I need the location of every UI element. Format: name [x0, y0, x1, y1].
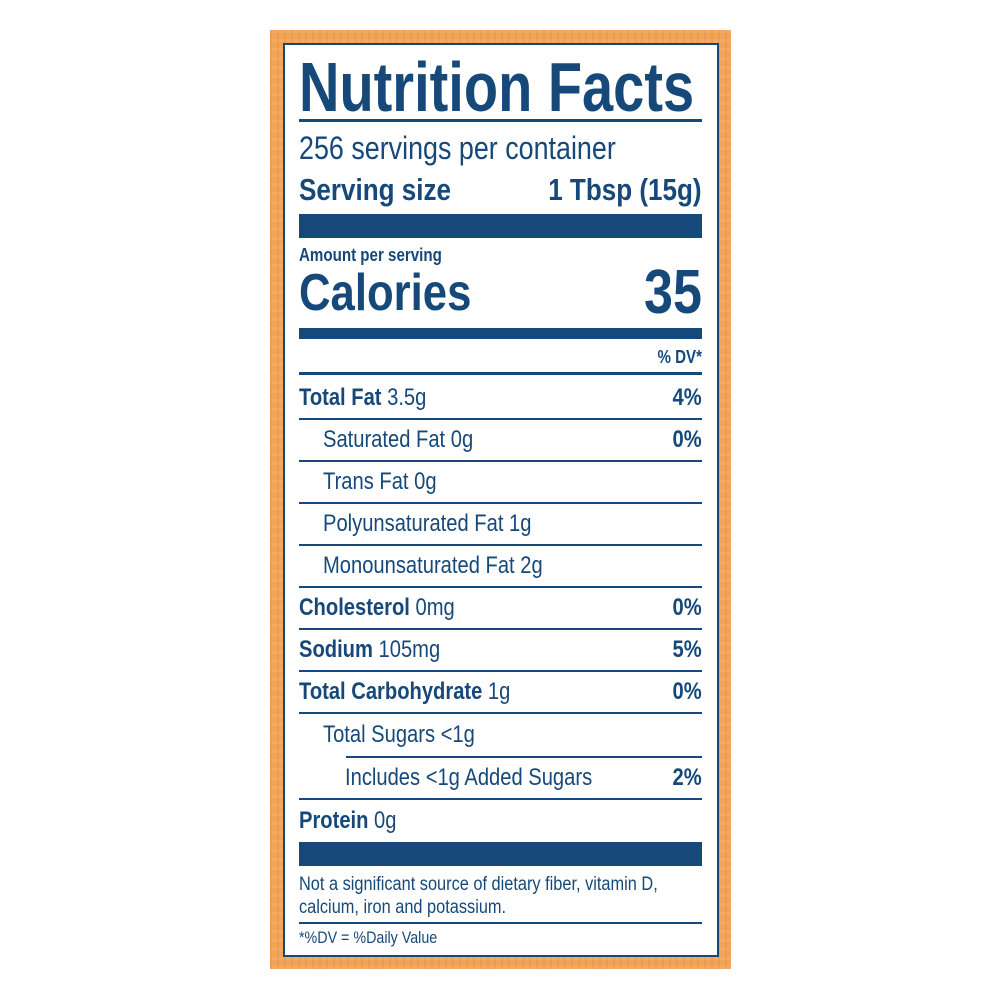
nutrient-row-protein: Protein 0g [299, 800, 702, 842]
nutrient-row-polyunsaturated-fat: Polyunsaturated Fat 1g [299, 504, 702, 546]
nutrient-amount: 105mg [378, 636, 441, 663]
nutrient-row-monounsaturated-fat: Monounsaturated Fat 2g [299, 546, 702, 588]
dv-header-text: % DV* [657, 347, 702, 367]
nutrient-dv: 0% [672, 594, 702, 621]
nutrient-name: Total Fat [299, 384, 382, 411]
thick-bar [299, 214, 702, 238]
divider [299, 119, 702, 122]
nutrient-name: Sodium [299, 636, 373, 663]
footnote-line: calcium, iron and potassium. [299, 897, 507, 918]
nutrient-amount: 0g [374, 807, 397, 834]
nutrient-row-sodium: Sodium 105mg 5% [299, 630, 702, 672]
dv-header: % DV* [299, 346, 702, 368]
nutrient-name: Total Sugars <1g [323, 721, 475, 748]
footnote: Not a significant source of dietary fibe… [299, 873, 702, 919]
servings-per-container: 256 servings per container [299, 130, 702, 166]
nutrient-amount: 3.5g [387, 384, 427, 411]
nutrient-name: Polyunsaturated Fat 1g [323, 510, 532, 537]
amount-per-serving: Amount per serving [299, 245, 702, 265]
footnote-line: Not a significant source of dietary fibe… [299, 874, 658, 895]
nutrient-dv: 4% [672, 384, 702, 411]
nutrient-name: Saturated Fat 0g [323, 426, 474, 453]
divider [346, 756, 702, 758]
nutrient-dv: 2% [672, 764, 702, 791]
nutrient-dv: 0% [672, 678, 702, 705]
nutrient-name: Trans Fat 0g [323, 468, 437, 495]
nutrient-name: Monounsaturated Fat 2g [323, 552, 543, 579]
nutrient-name: Protein [299, 807, 369, 834]
nutrient-row-saturated-fat: Saturated Fat 0g 0% [299, 420, 702, 462]
thick-bar [299, 842, 702, 866]
calories-label: Calories [299, 264, 472, 322]
serving-size-value: 1 Tbsp (15g) [548, 172, 702, 207]
nutrient-name: Includes <1g Added Sugars [345, 764, 593, 791]
title: Nutrition Facts [299, 52, 702, 122]
nutrient-amount: 0mg [415, 594, 455, 621]
servings-text: 256 servings per container [299, 130, 616, 166]
nutrient-row-total-fat: Total Fat 3.5g 4% [299, 378, 702, 420]
divider [299, 922, 702, 924]
nutrient-row-trans-fat: Trans Fat 0g [299, 462, 702, 504]
nutrient-row-total-sugars: Total Sugars <1g [299, 714, 702, 756]
serving-size-row: Serving size 1 Tbsp (15g) [299, 172, 702, 208]
title-text: Nutrition Facts [299, 48, 695, 126]
divider [299, 372, 702, 375]
medium-bar [299, 328, 702, 339]
nutrient-name: Cholesterol [299, 594, 410, 621]
amount-per-serving-text: Amount per serving [299, 245, 442, 265]
nutrient-row-added-sugars: Includes <1g Added Sugars 2% [299, 758, 702, 800]
nutrient-name: Total Carbohydrate [299, 678, 483, 705]
nutrient-row-cholesterol: Cholesterol 0mg 0% [299, 588, 702, 630]
nutrient-amount: 1g [487, 678, 511, 705]
calories-value: 35 [644, 258, 702, 327]
nutrient-dv: 5% [672, 636, 702, 663]
dv-note: *%DV = %Daily Value [299, 927, 702, 949]
dv-note-text: *%DV = %Daily Value [299, 928, 438, 947]
calories-row: Calories 35 [299, 262, 702, 324]
nutrition-panel [283, 43, 719, 957]
nutrient-row-total-carbohydrate: Total Carbohydrate 1g 0% [299, 672, 702, 714]
serving-size-label: Serving size [299, 172, 451, 207]
nutrient-dv: 0% [672, 426, 702, 453]
